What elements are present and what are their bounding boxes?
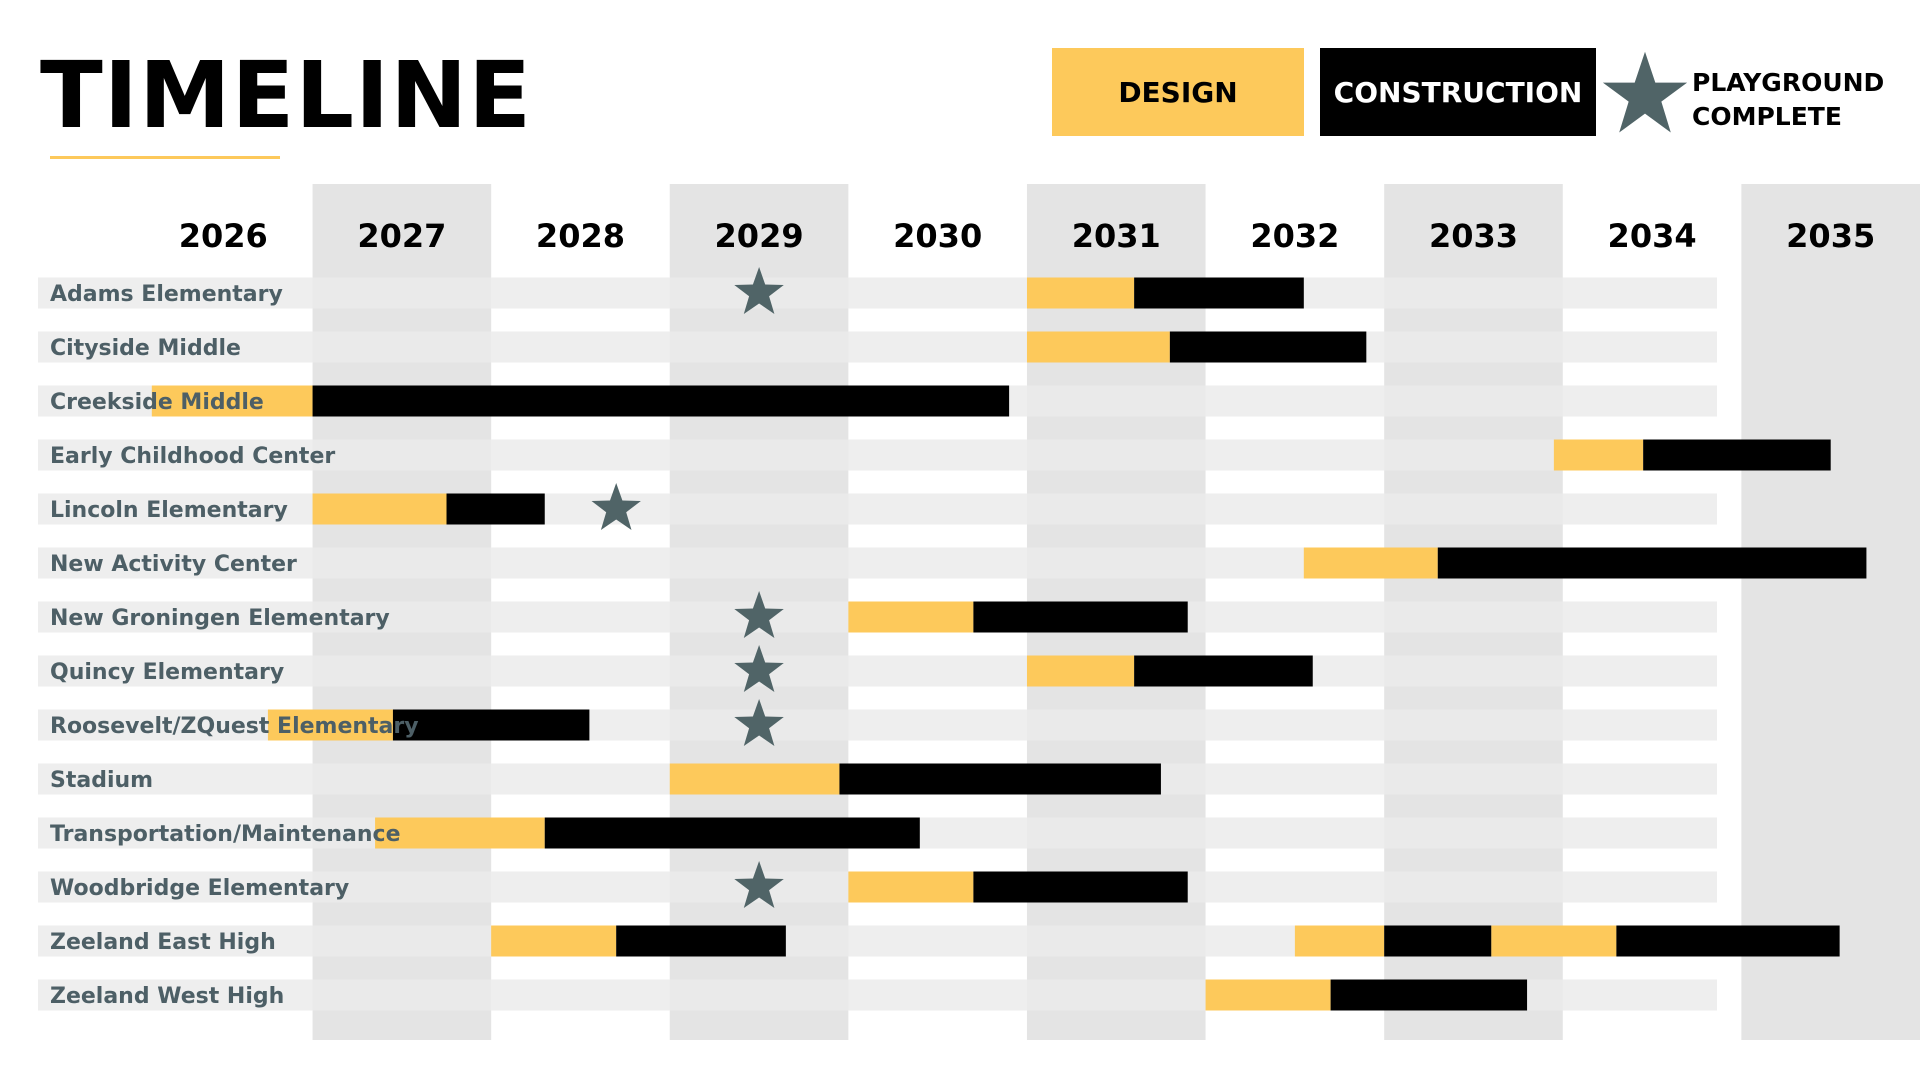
year-tick-label-2031: 2031	[1072, 217, 1161, 255]
design-bar-cityside-middle-0	[1026, 331, 1170, 363]
design-bar-quincy-elementary-0	[1026, 655, 1135, 687]
row-label-zeeland-west-high: Zeeland West High	[50, 984, 284, 1009]
design-bar-creekside-middle-0	[151, 385, 313, 417]
construction-bar-new-groningen-elementary-1	[973, 601, 1188, 633]
construction-bar-transportation-maintenance-1	[544, 817, 920, 849]
row-band-early-childhood-center	[38, 439, 1717, 471]
page-title: TIMELINE	[40, 42, 533, 149]
year-tick-label-2026: 2026	[179, 217, 268, 255]
legend-design: DESIGN	[1052, 48, 1304, 136]
design-bar-transportation-maintenance-0	[375, 817, 545, 849]
row-band-adams-elementary	[38, 277, 1717, 309]
construction-bar-stadium-1	[839, 763, 1161, 795]
construction-bar-creekside-middle-1	[312, 385, 1010, 417]
row-band-lincoln-elementary	[38, 493, 1717, 525]
year-tick-label-2027: 2027	[357, 217, 446, 255]
year-tick-label-2030: 2030	[893, 217, 982, 255]
year-tick-label-2029: 2029	[715, 217, 804, 255]
row-label-cityside-middle: Cityside Middle	[50, 336, 241, 361]
row-band-cityside-middle	[38, 331, 1717, 363]
playground-star-icon-adams-elementary	[734, 267, 784, 314]
design-bar-stadium-0	[669, 763, 840, 795]
year-tick-label-2035: 2035	[1786, 217, 1875, 255]
playground-star-icon-new-groningen-elementary	[734, 591, 784, 638]
row-label-creekside-middle: Creekside Middle	[50, 390, 264, 415]
playground-star-icon-roosevelt-zquest-elementary	[734, 699, 784, 746]
design-bar-adams-elementary-0	[1026, 277, 1135, 309]
design-bar-roosevelt-zquest-elementary-0	[267, 709, 393, 741]
title-underline	[50, 156, 280, 159]
design-bar-lincoln-elementary-0	[312, 493, 447, 525]
design-bar-zeeland-east-high-0	[491, 925, 617, 957]
design-bar-early-childhood-center-0	[1553, 439, 1644, 471]
construction-bar-woodbridge-elementary-1	[973, 871, 1188, 903]
construction-bar-quincy-elementary-1	[1134, 655, 1313, 687]
row-label-quincy-elementary: Quincy Elementary	[50, 660, 284, 685]
construction-bar-zeeland-east-high-1	[616, 925, 786, 957]
playground-star-icon-woodbridge-elementary	[734, 861, 784, 908]
design-bar-zeeland-west-high-0	[1205, 979, 1331, 1011]
row-label-transportation-maintenance: Transportation/Maintenance	[50, 822, 401, 847]
year-tick-label-2028: 2028	[536, 217, 625, 255]
playground-star-icon-quincy-elementary	[734, 645, 784, 692]
design-bar-new-activity-center-0	[1303, 547, 1438, 579]
row-label-new-groningen-elementary: New Groningen Elementary	[50, 606, 390, 631]
row-label-adams-elementary: Adams Elementary	[50, 282, 283, 307]
legend-star-icon	[1602, 51, 1688, 133]
year-tick-label-2033: 2033	[1429, 217, 1518, 255]
construction-bar-zeeland-west-high-1	[1330, 979, 1528, 1011]
row-label-zeeland-east-high: Zeeland East High	[50, 930, 276, 955]
year-tick-label-2032: 2032	[1250, 217, 1339, 255]
row-label-early-childhood-center: Early Childhood Center	[50, 444, 335, 469]
design-bar-new-groningen-elementary-0	[848, 601, 974, 633]
row-label-lincoln-elementary: Lincoln Elementary	[50, 498, 288, 523]
construction-bar-zeeland-east-high-3	[1384, 925, 1492, 957]
year-column-band-2035	[1741, 184, 1920, 1040]
construction-bar-adams-elementary-1	[1134, 277, 1304, 309]
row-label-stadium: Stadium	[50, 768, 153, 793]
construction-bar-early-childhood-center-1	[1643, 439, 1831, 471]
row-label-new-activity-center: New Activity Center	[50, 552, 297, 577]
legend-playground: PLAYGROUND COMPLETE	[1692, 68, 1885, 131]
row-label-woodbridge-elementary: Woodbridge Elementary	[50, 876, 349, 901]
design-bar-woodbridge-elementary-0	[848, 871, 974, 903]
legend-construction: CONSTRUCTION	[1320, 48, 1596, 136]
design-bar-zeeland-east-high-2	[1294, 925, 1385, 957]
row-label-roosevelt-zquest-elementary: Roosevelt/ZQuest Elementary	[50, 714, 419, 739]
construction-bar-new-activity-center-1	[1437, 547, 1867, 579]
playground-star-icon-lincoln-elementary	[591, 483, 641, 530]
construction-bar-cityside-middle-1	[1169, 331, 1367, 363]
year-tick-label-2034: 2034	[1608, 217, 1697, 255]
construction-bar-zeeland-east-high-5	[1616, 925, 1840, 957]
construction-bar-lincoln-elementary-1	[446, 493, 545, 525]
construction-bar-roosevelt-zquest-elementary-1	[392, 709, 590, 741]
design-bar-zeeland-east-high-4	[1491, 925, 1617, 957]
row-band-quincy-elementary	[38, 655, 1717, 687]
